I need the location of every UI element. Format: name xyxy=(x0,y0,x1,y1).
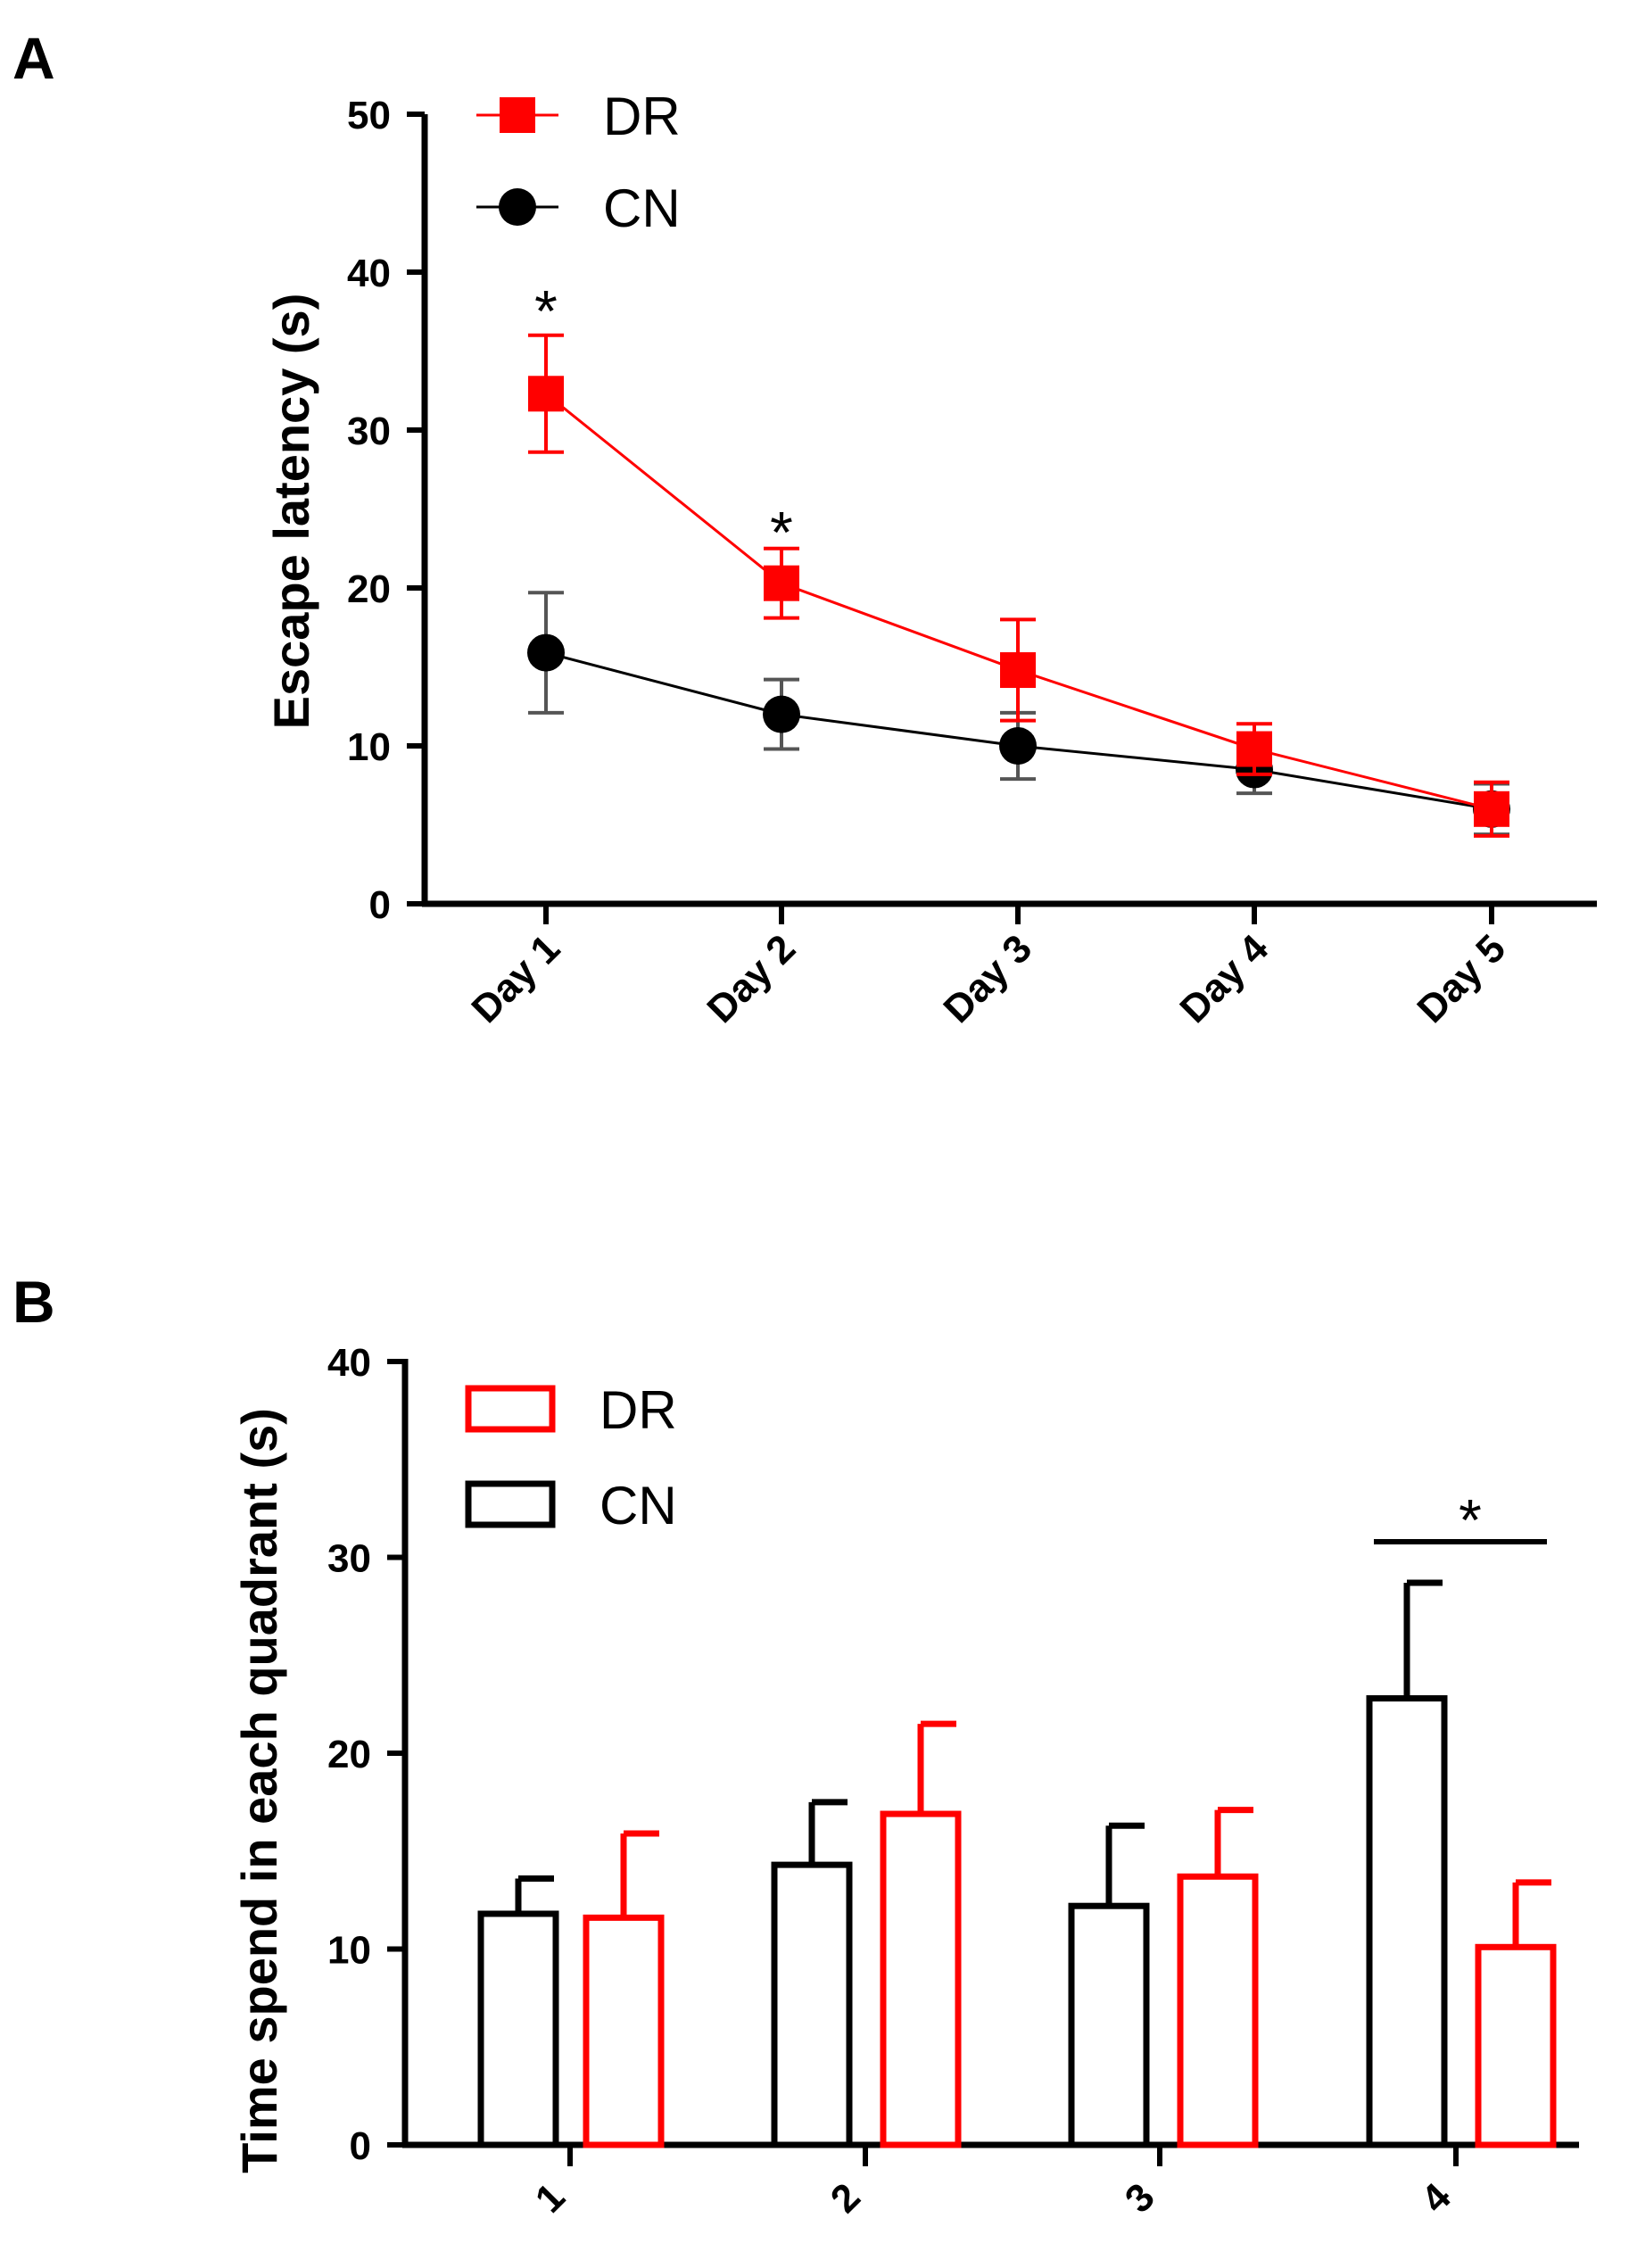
data-point xyxy=(528,376,564,412)
panel-b-bars xyxy=(477,1579,1557,2148)
y-tick-label: 40 xyxy=(347,252,391,295)
panel-a-axes xyxy=(421,114,1597,907)
bar xyxy=(1475,1943,1557,2148)
x-tick-label: 2 xyxy=(823,2175,869,2222)
series-dr xyxy=(583,1720,1557,2148)
panel-a-series xyxy=(527,333,1510,838)
y-tick-label: 30 xyxy=(347,410,391,453)
series-dr xyxy=(528,333,1509,838)
legend-dr-square-marker xyxy=(500,97,535,133)
data-point xyxy=(527,633,565,672)
x-tick-label: 1 xyxy=(527,2175,574,2222)
y-tick-label: 40 xyxy=(327,1341,371,1385)
x-tick-label: Day 1 xyxy=(463,926,568,1031)
bar xyxy=(477,1910,559,2148)
data-point xyxy=(999,727,1037,765)
y-tick-label: 0 xyxy=(369,883,391,927)
y-tick-label: 50 xyxy=(347,94,391,137)
y-tick-label: 20 xyxy=(327,1733,371,1776)
legend-cn-label: CN xyxy=(600,1476,677,1535)
legend-dr-box xyxy=(465,1385,556,1433)
bar xyxy=(1068,1902,1150,2148)
panel-a: A Escape latency (s) 0 10 20 30 40 50 Day 1 Day… xyxy=(12,25,1597,1031)
y-tick-label: 30 xyxy=(327,1537,371,1581)
x-tick-label: Day 4 xyxy=(1171,926,1277,1031)
data-point xyxy=(763,695,800,733)
bar xyxy=(1177,1873,1259,2148)
panel-b-axes xyxy=(401,1359,1579,2148)
bar xyxy=(771,1861,853,2148)
y-tick-label: 10 xyxy=(327,1929,371,1973)
data-point xyxy=(764,565,799,601)
panel-b-y-axis-title: Time spend in each quadrant (s) xyxy=(231,1408,287,2173)
x-tick-label: Day 2 xyxy=(699,926,804,1031)
bar xyxy=(1366,1695,1448,2148)
legend-dr-label: DR xyxy=(600,1380,677,1440)
significance-star: * xyxy=(534,278,558,344)
panel-b-annotations: * xyxy=(1374,1487,1547,1553)
panel-a-annotations: ** xyxy=(534,278,793,566)
panel-b-legend: DR CN xyxy=(465,1380,677,1535)
panel-a-ticks: 0 10 20 30 40 50 Day 1 Day 2 Day 3 Day 4 Day 5 xyxy=(347,94,1514,1031)
panel-b-letter: B xyxy=(12,1269,55,1335)
legend-dr-label: DR xyxy=(603,87,681,146)
x-tick-label: 4 xyxy=(1413,2174,1459,2221)
data-point xyxy=(1236,731,1272,767)
data-point xyxy=(1474,790,1509,827)
bar xyxy=(880,1810,962,2148)
panel-a-y-axis-title: Escape latency (s) xyxy=(263,294,319,730)
series-cn xyxy=(477,1579,1448,2148)
significance-star: * xyxy=(770,499,793,565)
legend-cn-box xyxy=(465,1480,556,1528)
x-tick-label: Day 3 xyxy=(935,926,1040,1031)
panel-b: B Time spend in each quadrant (s) 0 10 20 3… xyxy=(12,1269,1579,2222)
y-tick-label: 20 xyxy=(347,567,391,611)
y-tick-label: 0 xyxy=(350,2124,371,2168)
x-tick-label: Day 5 xyxy=(1409,926,1514,1031)
panel-a-letter: A xyxy=(12,25,55,91)
x-tick-label: 3 xyxy=(1117,2175,1163,2222)
y-tick-label: 10 xyxy=(347,725,391,769)
legend-cn-label: CN xyxy=(603,178,681,238)
series-cn xyxy=(527,591,1510,837)
significance-star: * xyxy=(1459,1487,1482,1553)
panel-b-ticks: 0 10 20 30 40 1 2 3 4 xyxy=(327,1341,1459,2222)
panel-a-legend: DR CN xyxy=(476,87,681,238)
data-point xyxy=(1000,652,1036,689)
bar xyxy=(583,1914,665,2148)
legend-cn-circle-marker xyxy=(499,188,536,226)
